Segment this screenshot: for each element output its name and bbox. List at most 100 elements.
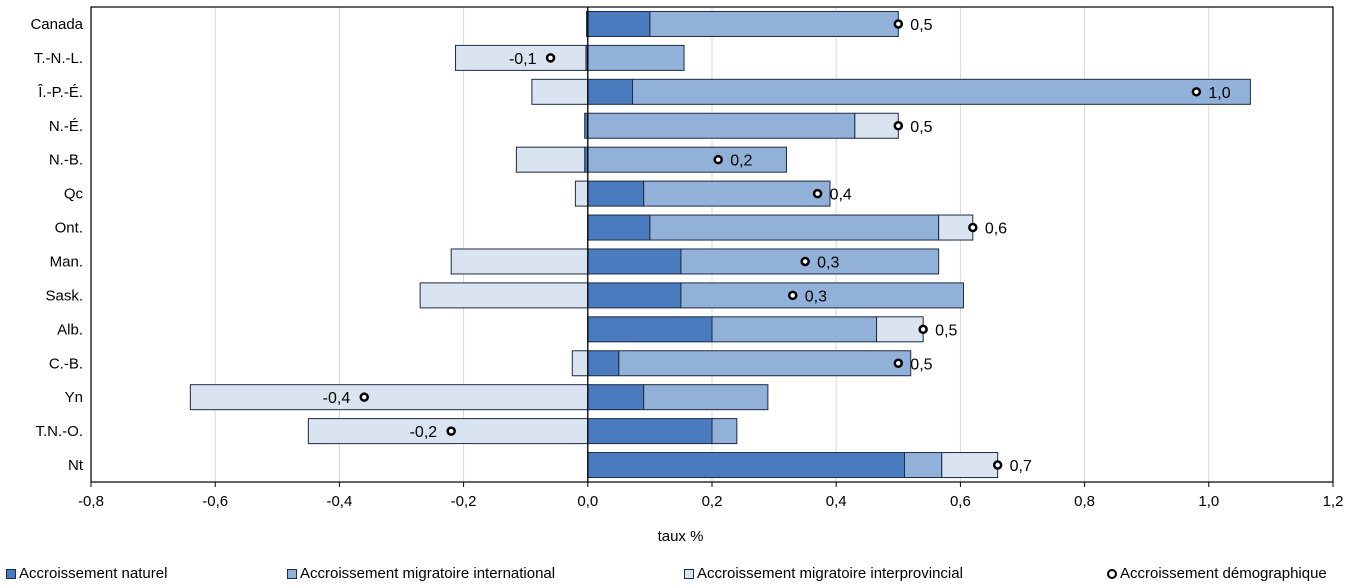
x-tick-label: 0,6 — [950, 493, 971, 510]
x-tick-label: -0,2 — [451, 493, 477, 510]
x-tick-label: 0,2 — [702, 493, 723, 510]
total-marker — [446, 426, 456, 436]
bar-interprovincial — [531, 78, 589, 105]
bar-interprovincial — [941, 452, 999, 479]
bar-international — [643, 180, 831, 207]
bar-interprovincial — [450, 248, 589, 275]
total-marker — [893, 19, 904, 29]
x-tick-label: 0,4 — [826, 493, 847, 510]
y-category-label: T.N.-O. — [36, 423, 84, 440]
bars — [189, 10, 1251, 479]
bar-natural — [587, 282, 682, 309]
bar-interprovincial — [455, 44, 587, 71]
y-category-label: T.-N.-L. — [34, 50, 83, 67]
y-category-label: Nt — [68, 457, 84, 474]
bar-international — [904, 452, 943, 479]
total-data-label: 0,3 — [805, 288, 827, 305]
legend-swatch-interprovincial — [684, 568, 694, 579]
total-marker — [812, 188, 823, 199]
y-category-label: Yn — [65, 389, 83, 406]
total-data-label: -0,1 — [509, 51, 537, 68]
y-category-label: Canada — [30, 16, 83, 33]
legend-label-natural: Accroissement naturel — [19, 565, 168, 582]
total-data-label: 0,6 — [985, 221, 1007, 238]
legend-label-interprovincial: Accroissement migratoire interprovincial — [697, 565, 963, 582]
plot-frame — [90, 6, 1334, 483]
total-markers — [359, 19, 1202, 470]
total-marker — [968, 222, 978, 233]
bar-international — [587, 44, 685, 71]
total-data-label: 0,4 — [830, 187, 852, 204]
total-marker — [359, 392, 369, 402]
x-tick-label: -0,6 — [202, 493, 228, 510]
total-data-label: 0,2 — [730, 153, 752, 170]
bar-international — [711, 316, 878, 343]
bar-interprovincial — [515, 146, 586, 173]
x-axis-title: taux % — [657, 528, 704, 545]
total-marker — [713, 154, 723, 165]
bar-international — [587, 146, 788, 173]
total-data-label: 0,7 — [1010, 458, 1032, 475]
total-data-label: 0,5 — [910, 356, 932, 373]
bar-international — [680, 282, 965, 309]
bar-natural — [587, 214, 651, 241]
legend-item-interprovincial: Accroissement migratoire interprovincial — [684, 565, 963, 582]
bar-natural — [587, 78, 634, 105]
x-tick-label: -0,8 — [78, 493, 104, 510]
bar-natural — [587, 418, 713, 445]
legend-swatch-international — [287, 568, 297, 579]
bar-interprovincial — [189, 384, 589, 411]
y-category-label: Alb. — [57, 321, 83, 338]
total-marker — [893, 121, 904, 131]
bar-international — [587, 112, 856, 139]
bar-interprovincial — [571, 350, 589, 377]
bar-international — [643, 384, 769, 411]
total-data-label: 1,0 — [1208, 85, 1230, 102]
x-axis-title-wrap: taux % — [0, 528, 1361, 546]
data-labels: 0,5-0,11,00,50,20,40,60,30,30,50,5-0,4-0… — [323, 17, 1231, 475]
total-data-label: -0,4 — [323, 390, 351, 407]
bar-natural — [587, 316, 713, 343]
bar-natural — [587, 10, 651, 37]
total-data-label: 0,3 — [817, 254, 839, 271]
legend-swatch-total — [1107, 568, 1117, 579]
x-tick-label: 0,8 — [1074, 493, 1095, 510]
total-data-label: 0,5 — [935, 322, 957, 339]
bar-interprovincial — [419, 282, 589, 309]
legend-item-total: Accroissement démographique — [1107, 565, 1327, 582]
bar-natural — [587, 452, 906, 479]
axes: -0,8 -0,6 -0,4 -0,2 0,0 0,2 0,4 0,6 0,8 1,0 1,2 Can… — [30, 6, 1344, 510]
total-marker — [800, 256, 810, 267]
total-marker — [992, 460, 1003, 470]
x-tick-label: 1,2 — [1323, 493, 1344, 510]
total-data-label: -0,2 — [410, 424, 438, 441]
y-category-label: Ont. — [55, 220, 83, 237]
legend-item-international: Accroissement migratoire international — [287, 565, 555, 582]
total-marker — [787, 290, 798, 301]
y-category-label: N.-É. — [49, 118, 83, 135]
bar-interprovincial — [854, 112, 899, 139]
y-category-label: C.-B. — [49, 355, 83, 372]
bar-international — [649, 10, 899, 37]
bar-international — [649, 214, 940, 241]
legend-item-natural: Accroissement naturel — [6, 565, 167, 582]
legend-label-total: Accroissement démographique — [1120, 565, 1327, 582]
total-data-label: 0,5 — [910, 119, 932, 136]
x-tick-label: 1,0 — [1198, 493, 1219, 510]
total-marker — [1191, 87, 1202, 97]
y-category-label: N.-B. — [49, 152, 83, 169]
bar-natural — [587, 350, 620, 377]
bar-natural — [587, 180, 645, 207]
x-tick-label: 0,0 — [577, 493, 598, 510]
bar-international — [711, 418, 738, 445]
total-marker — [545, 53, 556, 63]
bar-international — [632, 78, 1251, 105]
bar-international — [618, 350, 912, 377]
x-tick-label: -0,4 — [326, 493, 352, 510]
bar-natural — [587, 384, 645, 411]
bar-interprovincial — [876, 316, 924, 343]
y-category-label: Î.-P.-É. — [37, 84, 83, 101]
y-category-label: Sask. — [45, 287, 83, 304]
legend-label-international: Accroissement migratoire international — [300, 565, 556, 582]
